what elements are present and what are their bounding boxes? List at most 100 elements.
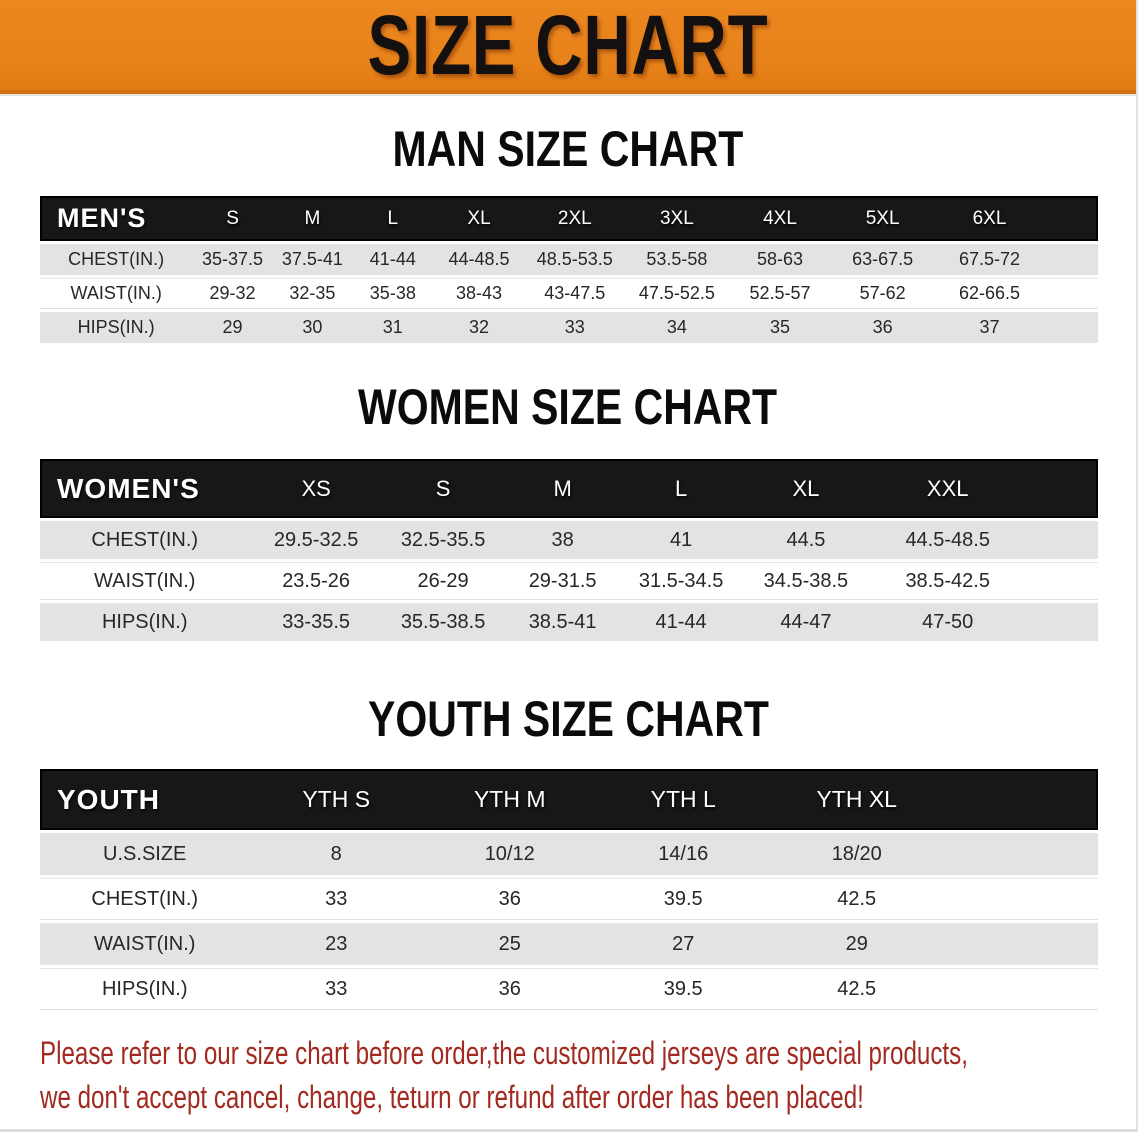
spacer-cell xyxy=(1045,244,1098,275)
size-value-cell: 63-67.5 xyxy=(831,244,934,275)
size-value-cell: 67.5-72 xyxy=(933,244,1046,275)
row-label: CHEST(IN.) xyxy=(40,521,250,559)
size-value-cell: 44-47 xyxy=(740,603,872,641)
row-label: U.S.SIZE xyxy=(40,833,250,875)
table-row: WAIST(IN.) 23.5-26 26-29 29-31.5 31.5-34.5 34… xyxy=(40,562,1098,600)
table-corner-label: MEN'S xyxy=(40,196,193,241)
row-label: CHEST(IN.) xyxy=(40,878,250,920)
size-value-cell: 8 xyxy=(249,833,423,875)
size-column-header: XS xyxy=(249,459,383,518)
size-value-cell: 47.5-52.5 xyxy=(625,278,729,309)
size-chart-content: MAN SIZE CHART MEN'S S M L XL 2XL 3XL 4XL 5XL 6XL… xyxy=(0,124,1136,1119)
size-value-cell: 38.5-42.5 xyxy=(871,562,1024,600)
row-label: HIPS(IN.) xyxy=(40,312,193,343)
size-value-cell: 57-62 xyxy=(831,278,934,309)
size-column-header: XXL xyxy=(871,459,1024,518)
row-label: WAIST(IN.) xyxy=(40,278,193,309)
size-value-cell: 43-47.5 xyxy=(524,278,626,309)
size-column-header: YTH XL xyxy=(769,769,944,830)
size-column-header: 3XL xyxy=(625,196,729,241)
youth-section-title: YOUTH SIZE CHART xyxy=(367,691,769,747)
size-column-header: 4XL xyxy=(728,196,832,241)
size-chart-banner: SIZE CHART xyxy=(0,0,1136,94)
women-size-table: WOMEN'S XS S M L XL XXL CHEST(IN.) 29.5-32.5 32.5… xyxy=(40,456,1098,644)
size-value-cell: 14/16 xyxy=(596,833,770,875)
size-value-cell: 35-38 xyxy=(352,278,434,309)
spacer-cell xyxy=(1023,562,1098,600)
size-value-cell: 25 xyxy=(422,923,597,965)
size-header-row: WOMEN'S XS S M L XL XXL xyxy=(40,459,1098,518)
disclaimer-line-1: Please refer to our size chart before or… xyxy=(40,1035,968,1071)
size-value-cell: 36 xyxy=(831,312,934,343)
size-column-header: YTH L xyxy=(596,769,770,830)
size-value-cell: 36 xyxy=(422,878,597,920)
size-value-cell: 38 xyxy=(503,521,622,559)
size-value-cell: 37.5-41 xyxy=(272,244,353,275)
table-row: HIPS(IN.) 33 36 39.5 42.5 xyxy=(40,968,1098,1010)
size-column-header: 2XL xyxy=(524,196,626,241)
size-value-cell: 36 xyxy=(422,968,597,1010)
size-header-row: MEN'S S M L XL 2XL 3XL 4XL 5XL 6XL xyxy=(40,196,1098,241)
size-value-cell: 39.5 xyxy=(596,968,770,1010)
table-corner-label: YOUTH xyxy=(40,769,250,830)
men-size-section: MAN SIZE CHART MEN'S S M L XL 2XL 3XL 4XL 5XL 6XL… xyxy=(0,124,1136,346)
spacer-cell xyxy=(1023,521,1098,559)
size-value-cell: 29-31.5 xyxy=(503,562,622,600)
size-column-header: S xyxy=(382,459,504,518)
size-value-cell: 32 xyxy=(433,312,525,343)
size-value-cell: 41 xyxy=(621,521,741,559)
size-column-header: 6XL xyxy=(933,196,1046,241)
spacer-cell xyxy=(943,923,1098,965)
disclaimer-text: Please refer to our size chart before or… xyxy=(40,1031,1136,1119)
row-label: HIPS(IN.) xyxy=(40,968,250,1010)
size-value-cell: 44.5 xyxy=(740,521,872,559)
table-corner-label: WOMEN'S xyxy=(40,459,250,518)
size-column-header: XL xyxy=(740,459,872,518)
table-row: CHEST(IN.) 33 36 39.5 42.5 xyxy=(40,878,1098,920)
women-section-title: WOMEN SIZE CHART xyxy=(358,379,778,435)
size-value-cell: 31.5-34.5 xyxy=(621,562,741,600)
size-value-cell: 27 xyxy=(596,923,770,965)
table-row: U.S.SIZE 8 10/12 14/16 18/20 xyxy=(40,833,1098,875)
men-section-title: MAN SIZE CHART xyxy=(392,121,744,177)
size-value-cell: 33 xyxy=(249,878,423,920)
size-value-cell: 35-37.5 xyxy=(192,244,273,275)
size-value-cell: 31 xyxy=(352,312,434,343)
size-value-cell: 18/20 xyxy=(769,833,944,875)
size-value-cell: 32.5-35.5 xyxy=(382,521,504,559)
size-column-header: L xyxy=(352,196,434,241)
size-column-header: XL xyxy=(433,196,525,241)
table-row: WAIST(IN.) 23 25 27 29 xyxy=(40,923,1098,965)
size-value-cell: 39.5 xyxy=(596,878,770,920)
youth-size-table: YOUTH YTH S YTH M YTH L YTH XL U.S.SIZE 8 10/12… xyxy=(40,766,1098,1013)
size-value-cell: 33-35.5 xyxy=(249,603,383,641)
size-value-cell: 52.5-57 xyxy=(728,278,832,309)
size-value-cell: 29 xyxy=(769,923,944,965)
banner-title: SIZE CHART xyxy=(367,0,769,92)
spacer-cell xyxy=(1045,278,1098,309)
size-value-cell: 41-44 xyxy=(621,603,741,641)
table-row: CHEST(IN.) 29.5-32.5 32.5-35.5 38 41 44.5 44.5… xyxy=(40,521,1098,559)
size-value-cell: 37 xyxy=(933,312,1046,343)
spacer-cell xyxy=(1023,603,1098,641)
table-row: HIPS(IN.) 33-35.5 35.5-38.5 38.5-41 41-44 44-… xyxy=(40,603,1098,641)
size-value-cell: 35.5-38.5 xyxy=(382,603,504,641)
size-value-cell: 38-43 xyxy=(433,278,525,309)
row-label: HIPS(IN.) xyxy=(40,603,250,641)
size-column-header: 5XL xyxy=(831,196,934,241)
size-value-cell: 62-66.5 xyxy=(933,278,1046,309)
size-value-cell: 38.5-41 xyxy=(503,603,622,641)
size-value-cell: 48.5-53.5 xyxy=(524,244,626,275)
size-value-cell: 42.5 xyxy=(769,878,944,920)
size-value-cell: 29-32 xyxy=(192,278,273,309)
size-value-cell: 44-48.5 xyxy=(433,244,525,275)
size-value-cell: 32-35 xyxy=(272,278,353,309)
size-value-cell: 58-63 xyxy=(728,244,832,275)
size-value-cell: 42.5 xyxy=(769,968,944,1010)
spacer-cell xyxy=(943,769,1098,830)
row-label: WAIST(IN.) xyxy=(40,562,250,600)
size-value-cell: 26-29 xyxy=(382,562,504,600)
size-value-cell: 29.5-32.5 xyxy=(249,521,383,559)
size-column-header: YTH S xyxy=(249,769,423,830)
disclaimer-line-2: we don't accept cancel, change, teturn o… xyxy=(40,1079,864,1115)
